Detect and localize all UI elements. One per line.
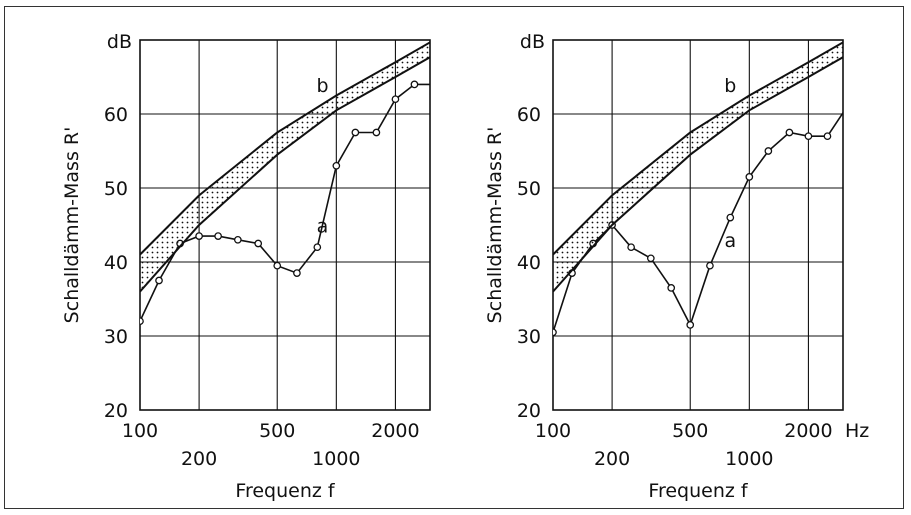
y-unit-label: dB <box>520 31 545 53</box>
x-tick-label: 100 <box>122 420 158 442</box>
data-point <box>686 321 695 329</box>
data-point <box>313 243 322 252</box>
data-point <box>214 232 222 240</box>
y-tick-label: 20 <box>517 400 541 422</box>
plot-area <box>552 39 844 411</box>
band-b-fill <box>140 42 430 292</box>
data-point <box>233 235 242 244</box>
band-b-upper <box>553 41 843 256</box>
y-tick-label: 60 <box>104 104 128 126</box>
data-point <box>553 328 557 337</box>
y-axis-label: Schalldämm-Mass R' <box>61 127 83 324</box>
x-tick-label: 1000 <box>312 448 360 470</box>
x-tick-label: 500 <box>672 420 708 442</box>
y-tick-label: 50 <box>104 178 128 200</box>
x-tick-label: 2000 <box>784 420 832 442</box>
band-b-lower <box>553 56 843 293</box>
band-b-upper <box>140 41 430 256</box>
data-point <box>254 239 263 248</box>
data-point <box>667 284 676 292</box>
y-tick-label: 40 <box>104 252 128 274</box>
x-unit-label: Hz <box>845 420 869 442</box>
data-point <box>195 232 203 240</box>
data-point <box>785 128 794 137</box>
curve-label-a: a <box>724 230 736 252</box>
y-tick-label: 40 <box>517 252 541 274</box>
band-b-fill <box>553 42 843 292</box>
band-b-lower <box>140 56 430 293</box>
x-axis-label: Frequenz f <box>235 480 335 502</box>
curve-label-b: b <box>724 75 736 97</box>
data-point <box>627 243 635 252</box>
data-point <box>372 128 381 137</box>
curves <box>553 41 850 337</box>
curve-label-b: b <box>316 75 328 97</box>
x-tick-label: 100 <box>535 420 571 442</box>
data-point <box>293 269 301 277</box>
data-point <box>646 254 655 263</box>
x-tick-label: 200 <box>594 448 630 470</box>
data-point <box>823 132 832 141</box>
curves <box>140 41 437 326</box>
y-axis-label: Schalldämm-Mass R' <box>484 127 506 324</box>
x-tick-label: 1000 <box>725 448 773 470</box>
figure-frame <box>4 6 904 509</box>
y-unit-label: dB <box>107 31 132 53</box>
chart-panel-2: 20 30 40 50 60 dB 100 500 2000 200 1000 Hz Frequenz … <box>484 31 869 502</box>
data-point <box>410 80 419 89</box>
data-point <box>155 276 163 285</box>
data-point <box>140 317 144 326</box>
data-point <box>273 261 282 270</box>
x-tick-label: 500 <box>259 420 295 442</box>
data-point <box>726 213 735 222</box>
y-tick-label: 60 <box>517 104 541 126</box>
curve-label-a: a <box>317 215 329 237</box>
data-point <box>332 161 341 170</box>
chart-panel-1: 20 30 40 50 60 dB 100 500 2000 200 1000 Frequenz f S… <box>61 31 437 502</box>
series-a-line <box>140 83 430 322</box>
data-point <box>844 103 850 109</box>
data-point <box>351 128 360 137</box>
y-tick-label: 50 <box>517 178 541 200</box>
data-point <box>431 81 437 87</box>
x-axis-label: Frequenz f <box>648 480 748 502</box>
y-tick-label: 30 <box>517 326 541 348</box>
plot-area <box>139 39 431 411</box>
data-point <box>391 95 400 104</box>
data-point <box>745 173 754 181</box>
data-point <box>764 147 773 155</box>
x-tick-label: 200 <box>181 448 217 470</box>
y-tick-label: 20 <box>104 400 128 422</box>
data-point <box>804 132 813 141</box>
y-tick-label: 30 <box>104 326 128 348</box>
x-tick-label: 2000 <box>371 420 419 442</box>
data-point <box>706 261 714 270</box>
